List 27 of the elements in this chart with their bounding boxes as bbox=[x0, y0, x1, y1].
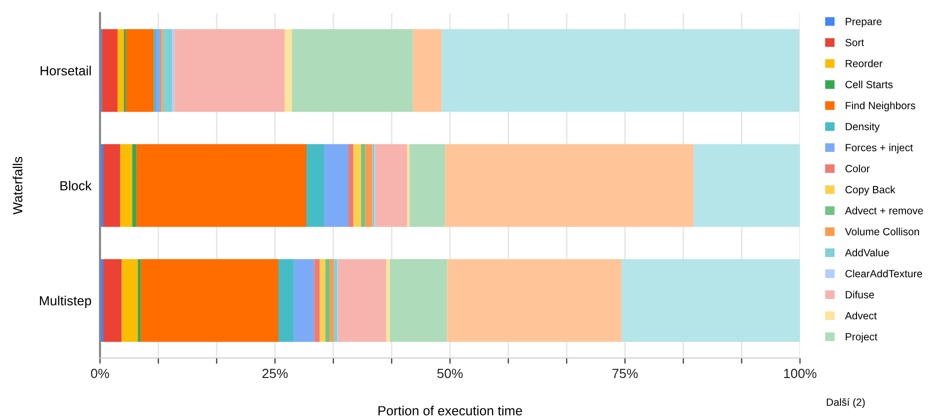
x-tick-label: 75% bbox=[612, 368, 638, 378]
x-tick-label: 0% bbox=[90, 368, 110, 378]
legend-label: AddValue bbox=[844, 248, 889, 256]
legend-label: Forces + inject bbox=[846, 144, 913, 154]
x-axis-title: Portion of execution time bbox=[378, 406, 522, 416]
legend-label: Advect + remove bbox=[844, 206, 923, 214]
legend-label: Find Neighbors bbox=[846, 102, 916, 112]
legend-label: Advect bbox=[844, 312, 877, 320]
y-tick-label: Horsetail bbox=[40, 66, 91, 76]
legend-label: Color bbox=[845, 164, 870, 172]
legend-label: Difuse bbox=[846, 290, 874, 298]
legend-label: Copy Back bbox=[845, 186, 896, 196]
legend-label: ClearAddTexture bbox=[845, 270, 922, 278]
legend-label: Project bbox=[846, 332, 878, 342]
legend-label: Prepare bbox=[846, 18, 882, 28]
legend-label: Sort bbox=[845, 38, 864, 46]
x-tick-label: 50% bbox=[437, 368, 463, 378]
text: Další (2) bbox=[826, 398, 865, 408]
legend-label: Reorder bbox=[846, 60, 882, 68]
y-tick-label: Block bbox=[60, 180, 92, 190]
y-axis-title: Waterfalls bbox=[12, 156, 22, 215]
x-tick-label: 100% bbox=[784, 368, 816, 378]
x-tick-label: 25% bbox=[262, 368, 288, 378]
y-tick-label: Multistep bbox=[40, 296, 92, 308]
legend-label: Cell Starts bbox=[845, 80, 893, 88]
legend-label: Density bbox=[846, 122, 880, 132]
legend-label: Volume Collison bbox=[845, 228, 919, 236]
